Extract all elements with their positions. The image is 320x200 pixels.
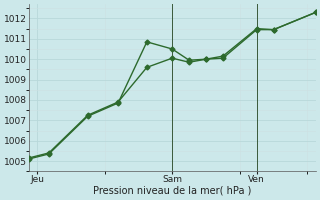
X-axis label: Pression niveau de la mer( hPa ): Pression niveau de la mer( hPa ) — [93, 186, 252, 196]
